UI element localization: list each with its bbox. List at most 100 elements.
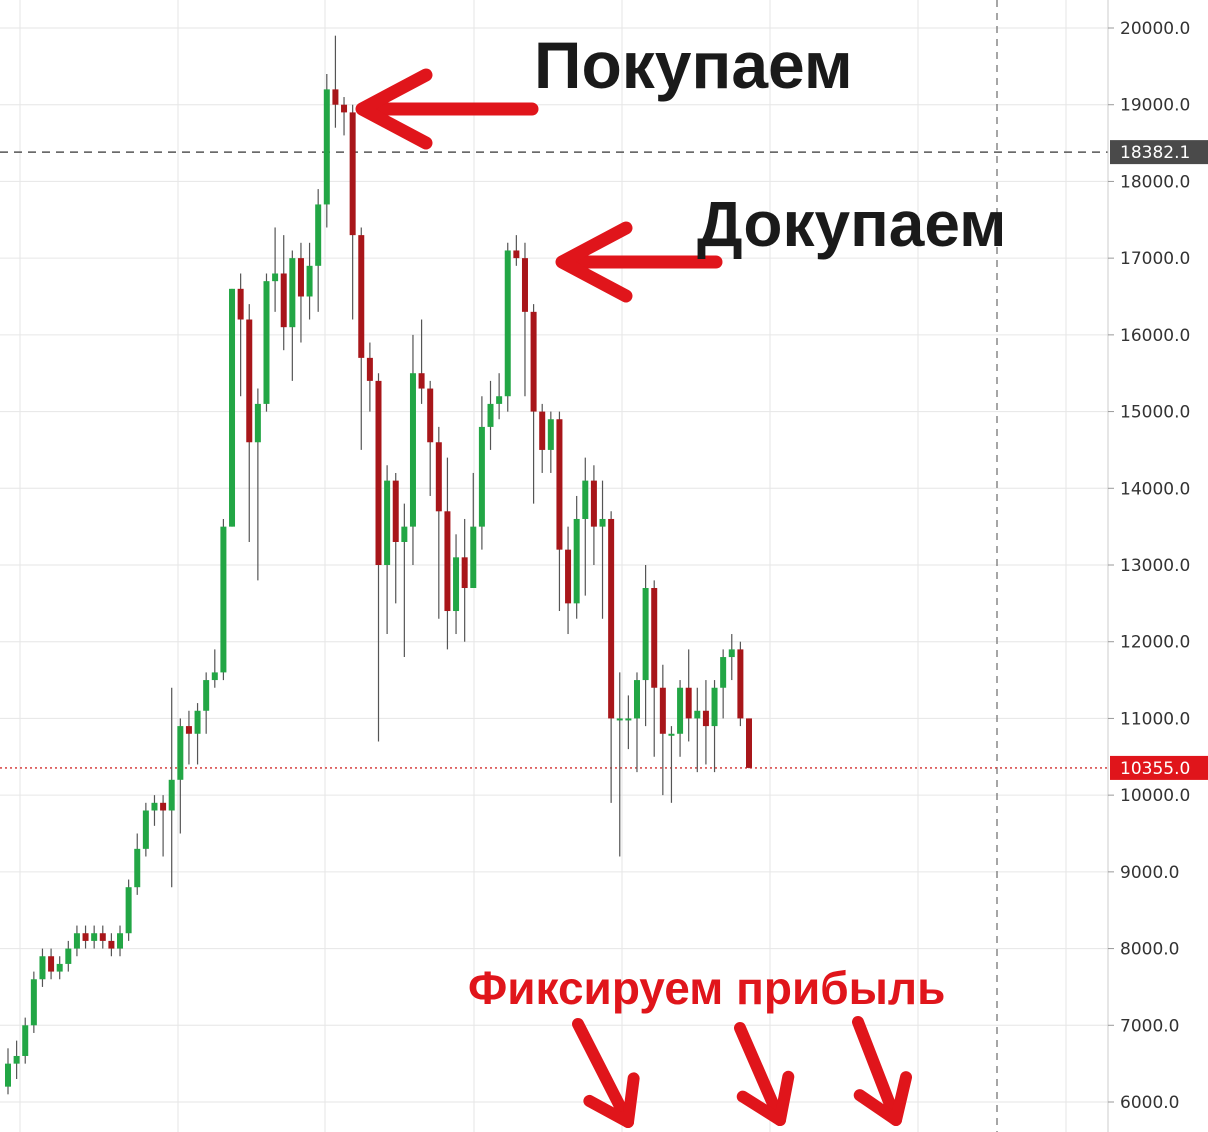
candle bbox=[125, 879, 132, 941]
candle bbox=[539, 403, 546, 473]
candle bbox=[99, 925, 106, 949]
candle bbox=[151, 795, 158, 826]
candle-body bbox=[470, 526, 477, 589]
candle-body bbox=[358, 235, 365, 358]
candle bbox=[142, 802, 149, 857]
candle bbox=[633, 672, 640, 773]
candle-body bbox=[220, 526, 227, 673]
candle bbox=[5, 1048, 11, 1095]
arrow-profit-3 bbox=[852, 1016, 913, 1126]
candle bbox=[659, 664, 666, 796]
candle bbox=[341, 97, 348, 136]
candle bbox=[211, 649, 218, 688]
candle-body bbox=[134, 848, 141, 888]
candle bbox=[608, 511, 615, 803]
candle bbox=[720, 649, 727, 719]
candle bbox=[108, 933, 115, 957]
candle-body bbox=[237, 288, 244, 320]
price-tags: 18382.1 10355.0 bbox=[1110, 140, 1208, 780]
candle bbox=[746, 718, 752, 769]
candle bbox=[237, 273, 244, 397]
candle bbox=[203, 672, 210, 734]
candle-body bbox=[427, 388, 434, 443]
arrow-shaft bbox=[572, 1018, 634, 1128]
candle bbox=[418, 319, 425, 404]
candle-body bbox=[496, 396, 503, 404]
candle bbox=[349, 104, 356, 320]
annotation-take-profit: Фиксируем прибыль bbox=[468, 962, 945, 1014]
arrow-head bbox=[355, 68, 433, 150]
candle bbox=[685, 649, 692, 742]
candle bbox=[737, 641, 744, 727]
price-axis-tick-label: 14000.0 bbox=[1120, 479, 1190, 499]
candle bbox=[530, 304, 537, 504]
candle-body bbox=[160, 802, 167, 811]
candle-body bbox=[168, 779, 175, 811]
candle-body bbox=[694, 710, 701, 719]
arrow-profit-1 bbox=[572, 1018, 640, 1128]
candle bbox=[13, 1040, 20, 1079]
arrow-head bbox=[853, 1071, 913, 1126]
candle bbox=[409, 334, 416, 565]
candle bbox=[444, 457, 451, 650]
candle bbox=[642, 565, 649, 727]
candle-body bbox=[297, 258, 304, 297]
candle-body bbox=[487, 403, 494, 427]
candle bbox=[521, 242, 528, 397]
candle-series bbox=[5, 35, 752, 1095]
candle-body bbox=[323, 89, 330, 205]
candle-body bbox=[625, 718, 632, 721]
price-axis: 6000.0 7000.0 8000.0 9000.0 10000.0 11000.0 12… bbox=[1108, 19, 1190, 1113]
price-lines bbox=[0, 151, 1108, 769]
candle bbox=[573, 495, 580, 619]
candle bbox=[461, 518, 468, 642]
candle bbox=[487, 380, 494, 450]
candle bbox=[427, 380, 434, 496]
candle bbox=[177, 718, 184, 834]
candle bbox=[65, 940, 72, 972]
candle-body bbox=[177, 726, 184, 780]
candle bbox=[194, 703, 201, 765]
candle bbox=[625, 695, 632, 750]
candle bbox=[513, 235, 520, 266]
candle-body bbox=[13, 1055, 20, 1064]
candle-body bbox=[711, 687, 718, 727]
candle-body bbox=[642, 588, 649, 681]
candle bbox=[496, 373, 503, 420]
candle-body bbox=[125, 887, 132, 934]
candle-body bbox=[229, 288, 236, 527]
candle bbox=[168, 687, 175, 888]
price-tag-dashed bbox=[1110, 140, 1208, 165]
candle-body bbox=[530, 311, 537, 412]
candle bbox=[332, 35, 339, 128]
candle bbox=[453, 534, 460, 635]
candle-body bbox=[565, 549, 572, 604]
candle bbox=[246, 304, 253, 542]
candle-body bbox=[616, 718, 623, 721]
candle-body bbox=[91, 933, 98, 941]
candle bbox=[254, 388, 261, 581]
price-axis-tick-label: 7000.0 bbox=[1120, 1016, 1179, 1036]
candle bbox=[82, 925, 89, 949]
candle bbox=[677, 680, 684, 757]
candle bbox=[711, 680, 718, 773]
price-tag-current-label: 10355.0 bbox=[1120, 759, 1190, 779]
candle bbox=[134, 833, 141, 895]
candle bbox=[384, 465, 391, 635]
candle-body bbox=[435, 442, 442, 512]
arrow-profit-2 bbox=[734, 1022, 795, 1126]
candle-body bbox=[504, 250, 511, 397]
candle-body bbox=[746, 718, 752, 768]
candle bbox=[504, 242, 511, 412]
candle-body bbox=[5, 1063, 11, 1087]
candle-body bbox=[547, 419, 554, 450]
price-tag-current bbox=[1110, 755, 1208, 780]
candle bbox=[306, 242, 313, 320]
candle-body bbox=[56, 963, 63, 972]
candle-body bbox=[461, 557, 468, 589]
candle bbox=[185, 710, 192, 765]
candle bbox=[73, 925, 80, 957]
candle-body bbox=[573, 518, 580, 604]
candle-body bbox=[651, 588, 658, 688]
